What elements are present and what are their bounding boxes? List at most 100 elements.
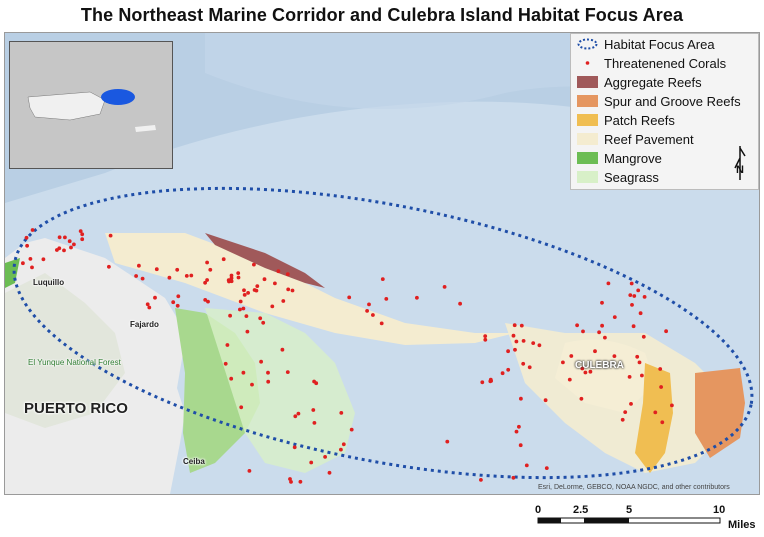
coral-point — [80, 232, 85, 237]
coral-point — [512, 323, 517, 328]
legend-label: Reef Pavement — [604, 131, 694, 147]
coral-point — [623, 410, 628, 414]
coral-point — [241, 370, 246, 375]
coral-point — [203, 298, 208, 302]
coral-point — [285, 272, 290, 277]
coral-point — [69, 245, 73, 250]
coral-point — [108, 233, 113, 238]
coral-point — [147, 305, 152, 310]
coral-point — [597, 330, 601, 335]
habitat-focus-area-outline — [12, 186, 754, 480]
coral-point — [24, 235, 29, 240]
coral-point — [285, 370, 290, 374]
coral-point — [629, 402, 633, 406]
coral-point — [314, 381, 319, 386]
coral-point — [511, 333, 516, 338]
coral-point — [57, 235, 62, 240]
coral-point — [347, 295, 352, 300]
coral-point — [229, 279, 234, 284]
coral-point — [637, 360, 642, 365]
coral-point — [659, 385, 663, 389]
coral-point — [630, 303, 634, 307]
coral-point — [640, 373, 644, 378]
seagrass-swatch — [577, 171, 598, 183]
scale-tick-10: 10 — [713, 504, 726, 516]
map-title: The Northeast Marine Corridor and Culebr… — [80, 5, 684, 25]
coral-point — [506, 349, 510, 354]
coral-point — [239, 405, 244, 410]
coral-point — [483, 337, 488, 342]
coral-point — [312, 421, 317, 425]
coral-point — [642, 295, 647, 299]
north-label: N — [736, 164, 744, 176]
coral-point — [488, 377, 493, 382]
coral-point — [636, 288, 641, 293]
coral-point — [205, 260, 210, 265]
coral-point — [500, 371, 505, 376]
coral-point — [575, 323, 579, 328]
place-label-el-yunque: El Yunque National Forest — [28, 358, 121, 367]
coral-point — [206, 299, 210, 304]
coral-point — [521, 339, 526, 343]
coral-point — [241, 306, 246, 311]
coral-point — [258, 316, 263, 321]
coral-point — [175, 267, 180, 272]
legend-label: Patch Reefs — [604, 112, 675, 128]
coral-point — [367, 302, 371, 307]
coral-point — [236, 275, 241, 280]
coral-point — [223, 361, 228, 366]
coral-point — [627, 375, 632, 379]
patch-reef-swatch — [577, 114, 598, 126]
coral-point — [442, 285, 447, 289]
coral-point — [176, 294, 181, 299]
coral-point — [638, 311, 643, 316]
coral-point — [298, 479, 303, 484]
scale-tick-2-5: 2.5 — [573, 504, 589, 516]
coral-point — [255, 284, 260, 288]
coral-point — [238, 299, 243, 304]
threatened-corals-layer — [21, 228, 674, 484]
coral-point — [612, 354, 617, 358]
coral-point — [167, 275, 172, 280]
coral-point — [519, 396, 523, 401]
coral-point — [518, 443, 523, 448]
coral-point — [631, 324, 636, 329]
coral-point — [629, 281, 634, 286]
coral-point — [72, 242, 76, 247]
coral-point — [600, 300, 604, 305]
coral-point — [250, 382, 254, 387]
coral-point — [276, 269, 281, 274]
coral-point — [296, 411, 301, 416]
coral-point — [247, 469, 252, 473]
coral-point — [612, 315, 617, 319]
coral-point — [281, 299, 286, 303]
coral-point — [62, 248, 66, 253]
place-label-culebra: CULEBRA — [575, 360, 624, 371]
coral-point — [537, 343, 542, 348]
coral-point — [519, 323, 524, 328]
inset-focus-area-marker — [101, 89, 135, 105]
coral-point — [479, 478, 483, 482]
coral-point — [55, 248, 59, 252]
coral-point — [289, 480, 293, 484]
coral-point — [593, 349, 597, 354]
coral-point — [660, 420, 665, 425]
coral-point — [606, 281, 611, 286]
coral-point — [189, 273, 194, 278]
coral-point — [415, 295, 419, 300]
legend-label: Threatenened Corals — [604, 55, 727, 71]
coral-point — [327, 470, 332, 475]
scale-tick-5: 5 — [626, 504, 633, 516]
coral-point — [273, 281, 277, 286]
coral-point — [569, 354, 574, 358]
coral-point — [78, 229, 83, 234]
coral-point — [286, 287, 291, 292]
legend-item-spur-and-groove-reefs: Spur and Groove Reefs — [571, 92, 741, 110]
coral-point — [288, 477, 292, 481]
reef-pavement-swatch — [577, 133, 598, 145]
coral-point — [280, 347, 285, 352]
coral-point — [521, 361, 526, 366]
coral-point — [225, 343, 230, 347]
legend-label: Seagrass — [604, 169, 659, 185]
dashed-outline-icon — [577, 38, 598, 50]
